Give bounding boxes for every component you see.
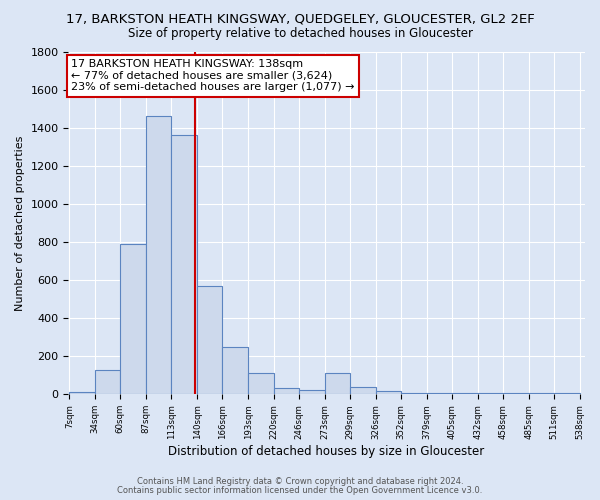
X-axis label: Distribution of detached houses by size in Gloucester: Distribution of detached houses by size …	[169, 444, 485, 458]
Bar	[222, 346, 248, 395]
Text: Contains public sector information licensed under the Open Government Licence v3: Contains public sector information licen…	[118, 486, 482, 495]
Text: 17, BARKSTON HEATH KINGSWAY, QUEDGELEY, GLOUCESTER, GL2 2EF: 17, BARKSTON HEATH KINGSWAY, QUEDGELEY, …	[65, 12, 535, 26]
Bar	[95, 370, 121, 394]
Bar	[146, 116, 172, 394]
Text: Contains HM Land Registry data © Crown copyright and database right 2024.: Contains HM Land Registry data © Crown c…	[137, 477, 463, 486]
Text: 17 BARKSTON HEATH KINGSWAY: 138sqm
← 77% of detached houses are smaller (3,624)
: 17 BARKSTON HEATH KINGSWAY: 138sqm ← 77%…	[71, 59, 355, 92]
Bar	[248, 374, 274, 394]
Bar	[325, 374, 350, 394]
Bar	[274, 388, 299, 394]
Bar	[376, 390, 401, 394]
Bar	[350, 386, 376, 394]
Text: Size of property relative to detached houses in Gloucester: Size of property relative to detached ho…	[128, 28, 473, 40]
Bar	[299, 390, 325, 394]
Bar	[70, 392, 95, 394]
Bar	[172, 136, 197, 394]
Y-axis label: Number of detached properties: Number of detached properties	[15, 135, 25, 310]
Bar	[197, 286, 222, 395]
Bar	[121, 244, 146, 394]
